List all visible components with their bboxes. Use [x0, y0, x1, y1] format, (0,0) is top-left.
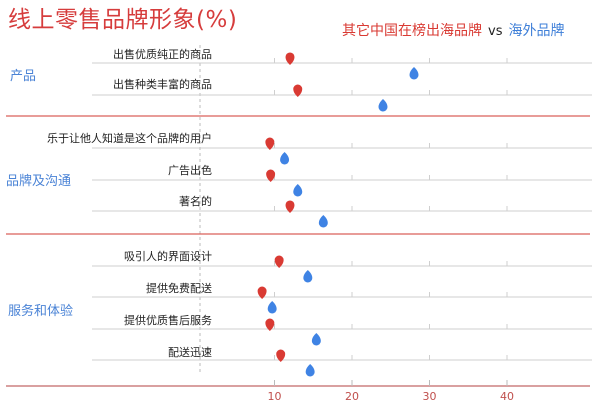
marker-series-a [285, 52, 295, 65]
marker-series-b [280, 152, 290, 165]
row-label: 配送迅速 [168, 346, 212, 359]
row-label: 广告出色 [168, 164, 212, 177]
row-label: 著名的 [179, 195, 212, 208]
row-label: 提供优质售后服务 [124, 314, 212, 327]
category-label: 产品 [10, 69, 37, 84]
marker-series-b [303, 270, 313, 283]
x-tick-label: 10 [267, 390, 282, 403]
marker-series-b [293, 184, 303, 197]
row-label: 出售种类丰富的商品 [113, 78, 212, 91]
category-label: 服务和体验 [8, 304, 74, 319]
marker-series-b [305, 364, 315, 377]
legend-series-a: 其它中国在榜出海品牌 [342, 23, 482, 39]
category-label: 品牌及沟通 [6, 174, 72, 189]
x-tick-label: 40 [500, 390, 514, 403]
x-tick-label: 30 [422, 390, 437, 403]
x-tick-label: 20 [345, 390, 359, 403]
marker-series-a [257, 286, 267, 299]
legend-series-b: 海外品牌 [508, 23, 565, 39]
marker-series-a [265, 137, 275, 150]
row-label: 出售优质纯正的商品 [113, 48, 212, 61]
marker-series-b [318, 215, 328, 228]
row-label: 吸引人的界面设计 [124, 250, 212, 263]
row-label: 乐于让他人知道是这个品牌的用户 [47, 132, 212, 145]
marker-series-a [274, 255, 284, 268]
marker-series-b [409, 67, 419, 80]
marker-series-a [265, 318, 275, 331]
marker-series-b [311, 333, 321, 346]
marker-series-b [267, 301, 277, 314]
legend-vs: vs [488, 24, 503, 39]
marker-series-a [276, 349, 286, 362]
marker-series-a [266, 169, 276, 182]
row-label: 提供免费配送 [146, 282, 212, 295]
marker-series-a [285, 200, 295, 213]
marker-series-a [293, 84, 303, 97]
legend: 其它中国在榜出海品牌 vs 海外品牌 [342, 20, 564, 40]
marker-series-b [378, 99, 388, 112]
chart-title: 线上零售品牌形象(%) [8, 7, 238, 33]
